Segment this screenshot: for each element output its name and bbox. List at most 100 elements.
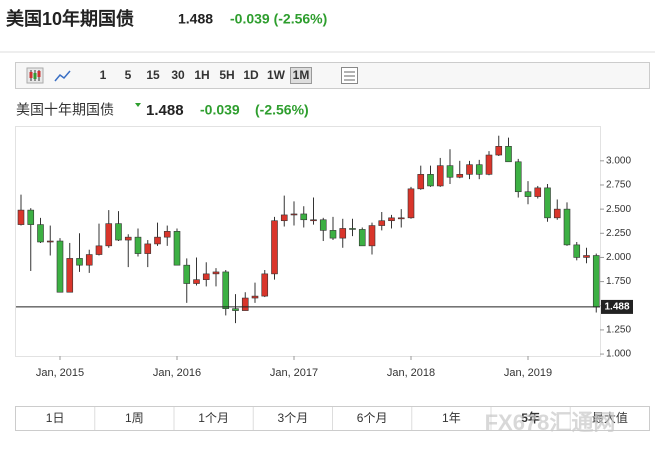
candle-body (163, 231, 171, 238)
last-price-box (601, 299, 633, 314)
candle-body (358, 229, 366, 247)
settings-icon[interactable] (341, 67, 358, 84)
y-tick-label: 1.000 (606, 349, 631, 360)
interval-button[interactable]: 30 (171, 68, 185, 82)
candle-body (202, 273, 210, 280)
candle-body (222, 271, 230, 309)
candle-body (76, 258, 83, 266)
page-title: 美国10年期国债 (6, 8, 134, 29)
candle-body (280, 214, 288, 222)
period-button[interactable]: 1个月 (198, 411, 229, 425)
candle-body (105, 223, 113, 247)
candle-body (466, 164, 473, 175)
x-tick-label: Jan, 2015 (36, 367, 84, 379)
x-tick-label: Jan, 2018 (387, 367, 435, 379)
candle-body (56, 240, 64, 293)
legend-change-pct: (-2.56%) (255, 102, 309, 118)
candle-body (349, 228, 356, 230)
candle-body (407, 188, 415, 219)
y-tick-label: 2.000 (606, 252, 631, 263)
y-tick-label: 2.750 (606, 180, 631, 191)
candle-body (446, 165, 454, 178)
candle-body (534, 187, 542, 197)
y-tick-label: 1.750 (606, 276, 631, 287)
interval-button[interactable]: 1W (267, 68, 286, 82)
candle-body (193, 279, 200, 284)
interval-selected (290, 67, 312, 84)
candle-body (154, 236, 161, 245)
y-tick-label: 2.250 (606, 228, 631, 239)
candle-body (329, 230, 337, 239)
interval-button[interactable]: 1 (100, 68, 107, 82)
toolbar (15, 62, 650, 89)
candle-body (563, 208, 571, 246)
candle-body (495, 146, 503, 156)
interval-button[interactable]: 5 (125, 68, 132, 82)
period-button[interactable]: 最大值 (592, 410, 628, 425)
candle-body (144, 243, 152, 254)
candle-body (46, 240, 54, 243)
interval-button[interactable]: 5H (219, 68, 234, 82)
candle-body (271, 220, 278, 275)
line-icon[interactable] (54, 70, 71, 82)
candle-body (368, 225, 376, 247)
candle-body (388, 217, 395, 222)
candle-body (583, 255, 590, 258)
candle-body (397, 217, 405, 220)
x-tick-label: Jan, 2016 (153, 367, 201, 379)
candle-body (456, 174, 464, 178)
candle-body (300, 213, 308, 221)
period-button[interactable]: 6个月 (357, 411, 388, 425)
legend-change: -0.039 (200, 102, 240, 118)
period-button[interactable]: 1年 (442, 411, 461, 425)
interval-button[interactable]: 15 (146, 68, 160, 82)
candle-body (475, 164, 483, 175)
last-price-label: 1.488 (604, 302, 629, 313)
legend-name: 美国十年期国债 (16, 102, 114, 118)
candle-body (573, 244, 581, 258)
watermark: FX678汇通网 (485, 410, 616, 435)
candle-icon[interactable] (26, 67, 44, 84)
header-price: 1.488 (178, 11, 213, 27)
candle-body (514, 161, 522, 193)
candle-body (115, 223, 122, 241)
candle-body (232, 308, 239, 311)
candle-body (241, 297, 249, 311)
interval-button[interactable]: 1D (243, 68, 259, 82)
candle-body (251, 295, 259, 299)
candle-body (173, 231, 181, 266)
candle-body (339, 228, 347, 239)
candle-body (485, 154, 493, 175)
candle-body (524, 191, 532, 197)
period-button[interactable]: 3个月 (278, 411, 309, 425)
x-tick-label: Jan, 2017 (270, 367, 318, 379)
candle-body (261, 273, 269, 297)
period-button[interactable]: 1周 (125, 411, 144, 425)
legend-price: 1.488 (146, 102, 184, 119)
interval-button[interactable]: 1M (293, 68, 310, 82)
candle-body (592, 255, 600, 308)
plot-area (15, 126, 601, 357)
candle-body (544, 187, 551, 219)
candle-body (212, 271, 220, 275)
candle-body (85, 254, 93, 266)
candle-body (436, 165, 444, 187)
x-tick-label: Jan, 2019 (504, 367, 552, 379)
y-tick-label: 2.500 (606, 204, 631, 215)
candle-body (124, 236, 132, 241)
candle-body (310, 219, 317, 222)
y-tick-label: 1.250 (606, 325, 631, 336)
candle-body (95, 245, 103, 255)
period-button[interactable]: 1日 (46, 411, 65, 425)
candle-body (427, 174, 434, 187)
header-change: -0.039 (-2.56%) (230, 11, 327, 27)
period-button[interactable]: 5年 (521, 410, 540, 425)
candle-body (319, 219, 327, 231)
candle-body (290, 213, 298, 216)
candle-body (553, 208, 561, 219)
candle-body (378, 220, 386, 226)
candle-body (134, 236, 142, 254)
interval-button[interactable]: 1H (194, 68, 209, 82)
